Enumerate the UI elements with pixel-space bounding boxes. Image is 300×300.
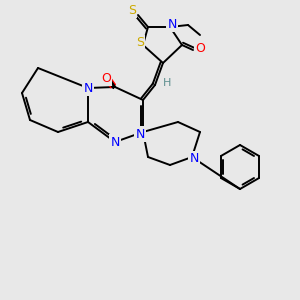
Text: S: S <box>128 4 136 16</box>
Text: O: O <box>195 41 205 55</box>
Text: H: H <box>163 78 171 88</box>
Text: N: N <box>110 136 120 148</box>
Text: N: N <box>83 82 93 94</box>
Text: O: O <box>101 71 111 85</box>
Text: S: S <box>136 37 144 50</box>
Text: N: N <box>135 128 145 140</box>
Text: N: N <box>167 17 177 31</box>
Text: N: N <box>189 152 199 166</box>
